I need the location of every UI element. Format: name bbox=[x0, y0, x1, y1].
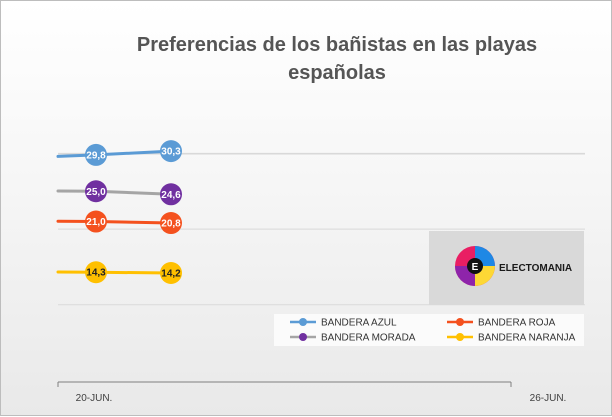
legend-marker-bandera-roja bbox=[456, 318, 464, 326]
x-tick-label-1: 20-JUN. bbox=[76, 393, 113, 404]
logo-wordmark: ELECTOMANIA bbox=[499, 263, 572, 274]
data-point-bandera-naranja-1 bbox=[85, 261, 107, 284]
x-tick-label-2: 26-JUN. bbox=[530, 393, 567, 404]
legend-background bbox=[274, 314, 584, 346]
data-point-bandera-roja-2 bbox=[160, 212, 182, 235]
series-layer: 29,8 30,3 21,0 20,8 25,0 24,6 14,3 14,2 bbox=[56, 140, 182, 285]
data-point-bandera-roja-1 bbox=[85, 210, 107, 233]
logo-background bbox=[429, 231, 584, 305]
chart-title-line-2: españolas bbox=[288, 62, 386, 84]
logo-center bbox=[467, 258, 483, 274]
series-line-bandera-roja bbox=[56, 219, 173, 225]
logo-letter: E bbox=[472, 262, 479, 273]
legend-marker-bandera-azul bbox=[299, 318, 307, 326]
legend: BANDERA AZUL BANDERA ROJA BANDERA MORADA BA… bbox=[274, 314, 584, 346]
chart-title-line-1: Preferencias de los bañistas en las play… bbox=[137, 34, 537, 56]
data-label-bandera-roja-2: 20,8 bbox=[161, 219, 181, 230]
series-line-bandera-morada bbox=[56, 189, 173, 196]
data-label-bandera-naranja-2: 14,2 bbox=[161, 269, 181, 280]
data-point-bandera-azul-2 bbox=[160, 140, 182, 163]
legend-label-bandera-azul: BANDERA AZUL bbox=[321, 318, 397, 329]
electomania-logo: E ELECTOMANIA bbox=[429, 231, 584, 305]
legend-marker-bandera-naranja bbox=[456, 333, 464, 341]
legend-label-bandera-roja: BANDERA ROJA bbox=[478, 318, 556, 329]
series-line-bandera-naranja bbox=[56, 270, 173, 275]
data-label-bandera-morada-1: 25,0 bbox=[86, 187, 106, 198]
data-point-bandera-morada-1 bbox=[85, 180, 107, 203]
data-label-bandera-morada-2: 24,6 bbox=[161, 190, 181, 201]
legend-label-bandera-morada: BANDERA MORADA bbox=[321, 333, 416, 344]
data-point-bandera-azul-1 bbox=[85, 143, 107, 166]
legend-marker-bandera-morada bbox=[299, 333, 307, 341]
data-label-bandera-naranja-1: 14,3 bbox=[86, 268, 106, 279]
legend-label-bandera-naranja: BANDERA NARANJA bbox=[478, 333, 576, 344]
data-point-bandera-naranja-2 bbox=[160, 262, 182, 285]
data-point-bandera-morada-2 bbox=[160, 183, 182, 206]
data-label-bandera-azul-1: 29,8 bbox=[86, 150, 106, 161]
data-label-bandera-azul-2: 30,3 bbox=[161, 147, 181, 158]
data-label-bandera-roja-1: 21,0 bbox=[86, 217, 106, 228]
